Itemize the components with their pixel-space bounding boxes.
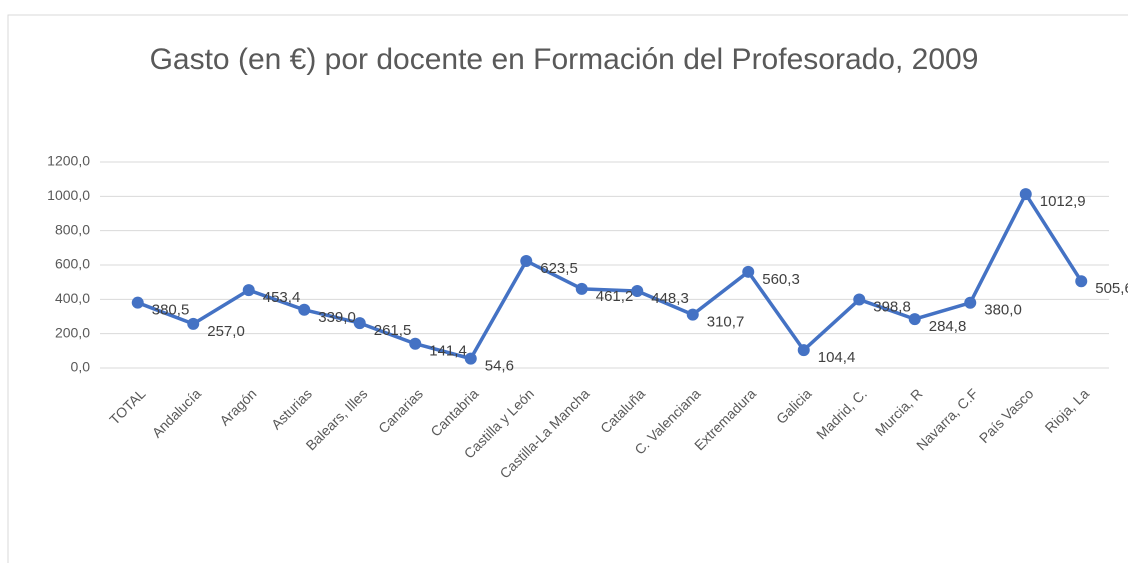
data-label: 141,4	[429, 343, 467, 360]
x-tick-label: Aragón	[216, 385, 259, 428]
data-point	[575, 282, 588, 295]
data-point	[1075, 275, 1088, 288]
chart-title: Gasto (en €) por docente en Formación de…	[149, 43, 979, 76]
x-tick-label: País Vasco	[976, 385, 1037, 446]
data-label: 380,0	[984, 302, 1022, 319]
data-point	[131, 296, 144, 309]
data-label: 398,8	[873, 299, 911, 316]
data-point	[520, 254, 533, 267]
data-point	[353, 317, 366, 330]
data-point	[686, 308, 699, 321]
data-point	[742, 265, 755, 278]
data-line	[137, 192, 1083, 361]
y-tick-label: 800,0	[55, 221, 90, 237]
data-point	[631, 285, 644, 298]
data-point	[187, 317, 200, 330]
data-label: 310,7	[707, 314, 745, 331]
data-label: 505,6	[1095, 280, 1128, 297]
x-tick-label: Rioja, La	[1042, 385, 1093, 436]
data-label: 257,0	[207, 323, 245, 340]
x-tick-label: Andalucía	[149, 385, 204, 440]
data-point	[853, 293, 866, 306]
y-tick-label: 1000,0	[47, 187, 90, 203]
data-point	[298, 303, 311, 316]
data-point	[1019, 188, 1032, 201]
x-tick-label: Cataluña	[597, 385, 648, 436]
y-tick-label: 200,0	[55, 324, 90, 340]
data-point	[464, 352, 477, 365]
data-label: 560,3	[762, 271, 800, 288]
y-tick-label: 400,0	[55, 290, 90, 306]
x-tick-label: Asturias	[268, 385, 315, 432]
data-point	[964, 296, 977, 309]
y-tick-label: 0,0	[71, 359, 91, 375]
data-label: 380,5	[152, 302, 190, 319]
data-label: 453,4	[263, 289, 301, 306]
data-point	[908, 313, 921, 326]
x-tick-label: Madrid, C.	[813, 385, 870, 442]
y-tick-label: 600,0	[55, 256, 90, 272]
data-point	[242, 284, 255, 297]
data-label: 104,4	[818, 349, 856, 366]
x-tick-label: TOTAL	[106, 385, 148, 427]
data-label: 284,8	[929, 318, 967, 335]
data-label: 261,5	[374, 322, 412, 339]
y-tick-label: 1200,0	[47, 153, 90, 169]
chart-border	[7, 14, 1128, 563]
x-tick-label: Cantabria	[427, 385, 481, 439]
data-label: 461,2	[596, 288, 634, 305]
data-point	[797, 344, 810, 357]
x-tick-label: Canarias	[375, 385, 426, 436]
data-point	[409, 337, 422, 350]
data-label: 339,0	[318, 309, 356, 326]
data-label: 1012,9	[1040, 193, 1086, 210]
data-label: 54,6	[485, 358, 514, 375]
data-label: 623,5	[540, 260, 578, 277]
data-label: 448,3	[651, 290, 689, 307]
x-tick-label: Galicia	[773, 385, 815, 427]
x-tick-label: Murcia, R	[872, 385, 926, 439]
